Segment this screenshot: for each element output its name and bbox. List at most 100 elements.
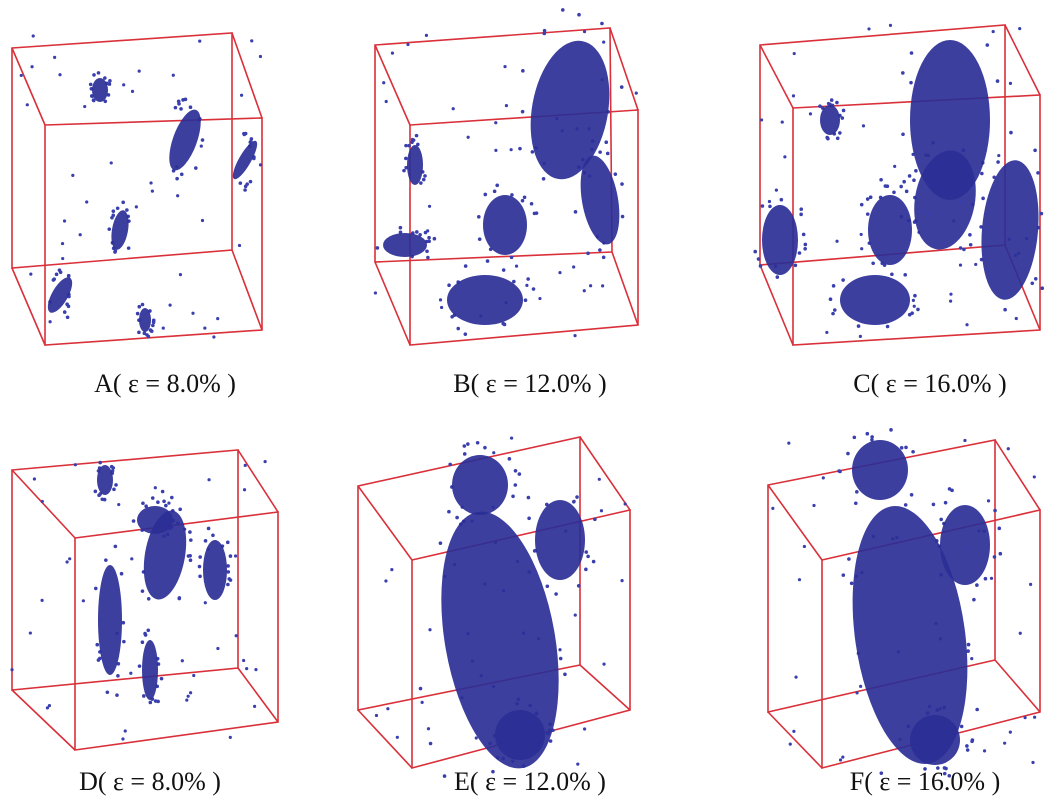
atom bbox=[29, 273, 32, 276]
atom bbox=[792, 730, 795, 733]
atom bbox=[859, 685, 862, 688]
atom bbox=[141, 640, 145, 644]
atom bbox=[604, 140, 608, 144]
atom bbox=[981, 197, 985, 201]
atom bbox=[987, 499, 990, 502]
atom bbox=[467, 136, 470, 139]
atom bbox=[141, 589, 145, 593]
atom bbox=[586, 555, 590, 559]
atom bbox=[156, 500, 160, 504]
box-edge bbox=[760, 45, 793, 108]
atom bbox=[112, 488, 116, 492]
atom bbox=[144, 633, 148, 637]
atom-cluster bbox=[868, 195, 912, 265]
atom bbox=[179, 107, 183, 111]
atom bbox=[110, 161, 113, 164]
atom bbox=[1029, 583, 1032, 586]
atom bbox=[802, 233, 806, 237]
atom bbox=[760, 118, 763, 121]
atom bbox=[798, 251, 802, 255]
atom bbox=[154, 699, 158, 703]
atom bbox=[871, 261, 875, 265]
atom bbox=[464, 264, 468, 268]
atom bbox=[944, 501, 948, 505]
atom bbox=[396, 736, 399, 739]
atom bbox=[841, 278, 845, 282]
atom bbox=[527, 496, 531, 500]
atom bbox=[970, 657, 973, 660]
atom bbox=[185, 698, 188, 701]
atom bbox=[855, 691, 858, 694]
atom bbox=[992, 175, 996, 179]
atom bbox=[761, 204, 765, 208]
atom bbox=[422, 178, 426, 182]
atom bbox=[985, 43, 989, 47]
atom bbox=[959, 200, 963, 204]
atom bbox=[226, 583, 230, 587]
atom bbox=[862, 124, 865, 127]
atom bbox=[532, 287, 536, 291]
atom bbox=[794, 263, 798, 267]
atom bbox=[46, 706, 49, 709]
atom bbox=[911, 450, 915, 454]
atom bbox=[780, 198, 784, 202]
atom bbox=[593, 517, 597, 521]
atom bbox=[510, 436, 513, 439]
box-edge bbox=[768, 485, 822, 560]
atom bbox=[151, 324, 155, 328]
atom bbox=[30, 65, 33, 68]
atom bbox=[59, 271, 63, 275]
atom bbox=[835, 101, 839, 105]
atom bbox=[425, 34, 428, 37]
atom bbox=[867, 27, 870, 30]
atom bbox=[781, 120, 784, 123]
atom bbox=[404, 157, 408, 161]
atom bbox=[250, 137, 254, 141]
atom bbox=[857, 324, 861, 328]
atom bbox=[82, 599, 85, 602]
box-edge bbox=[232, 250, 262, 330]
atom bbox=[89, 83, 93, 87]
atom bbox=[997, 154, 1000, 157]
atom bbox=[524, 298, 528, 302]
atom bbox=[776, 275, 780, 279]
atom bbox=[439, 541, 443, 545]
atom bbox=[635, 92, 638, 95]
atom bbox=[475, 736, 478, 739]
atom bbox=[833, 308, 837, 312]
atom bbox=[621, 215, 625, 219]
atom bbox=[425, 250, 429, 254]
box-edge bbox=[580, 665, 630, 710]
atom bbox=[586, 251, 590, 255]
atom bbox=[969, 243, 973, 247]
atom bbox=[245, 667, 248, 670]
atom bbox=[95, 643, 99, 647]
atom bbox=[49, 320, 52, 323]
atom bbox=[910, 51, 914, 55]
atom bbox=[433, 237, 437, 241]
atom bbox=[966, 748, 970, 752]
atom bbox=[115, 693, 119, 697]
atom bbox=[483, 446, 487, 450]
atom bbox=[94, 587, 98, 591]
atom bbox=[525, 284, 528, 287]
atom bbox=[889, 24, 892, 27]
atom bbox=[463, 444, 467, 448]
atom bbox=[542, 32, 546, 36]
atom bbox=[131, 90, 134, 93]
page: A( ε = 8.0% ) B( ε = 12.0% ) C( ε = 16.0… bbox=[0, 0, 1052, 801]
atom bbox=[526, 277, 530, 281]
atom bbox=[1033, 475, 1036, 478]
atom bbox=[143, 331, 147, 335]
atom bbox=[63, 310, 67, 314]
atom-cluster bbox=[820, 105, 840, 135]
atom bbox=[1009, 731, 1012, 734]
atom bbox=[226, 541, 230, 545]
atom bbox=[484, 193, 488, 197]
atom bbox=[176, 194, 179, 197]
atom bbox=[142, 694, 146, 698]
atom bbox=[975, 708, 979, 712]
atom bbox=[510, 256, 514, 260]
atom bbox=[191, 312, 194, 315]
atom bbox=[841, 756, 844, 759]
